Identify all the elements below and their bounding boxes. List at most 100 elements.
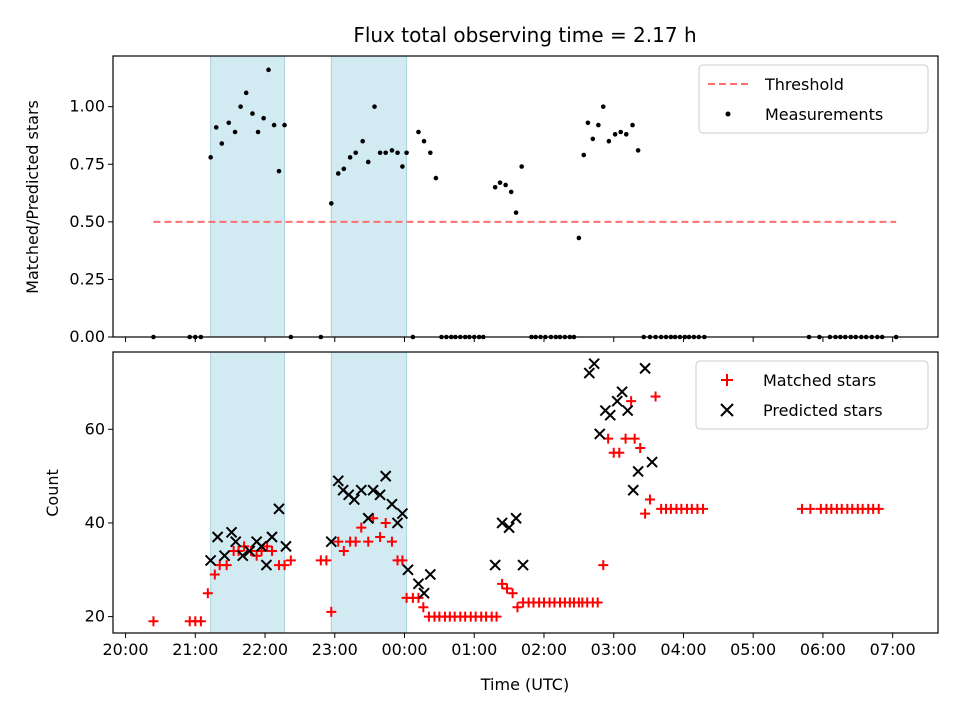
shaded-interval — [210, 55, 286, 338]
predicted-star-point — [604, 409, 616, 421]
bottom-points-layer — [148, 359, 884, 627]
top-yticks-layer: 0.00 0.25 0.50 0.75 1.00 — [69, 97, 113, 346]
predicted-star-point — [583, 367, 596, 379]
matched-star-point — [368, 513, 379, 524]
matched-star-point — [321, 555, 332, 566]
measurement-point — [232, 129, 238, 135]
measurement-point — [492, 184, 498, 190]
measurement-point — [255, 129, 261, 135]
predicted-star-point — [594, 428, 606, 440]
predicted-star-point — [237, 550, 249, 562]
matched-star-point — [497, 578, 508, 589]
y-tick-label: 1.00 — [69, 97, 105, 116]
bottom-legend-box — [695, 360, 929, 430]
x-tick-label: 20:00 — [102, 640, 148, 659]
measurement-point — [421, 138, 427, 144]
measurement-point — [433, 175, 439, 181]
predicted-star-point — [332, 475, 344, 487]
x-tick-label: 21:00 — [172, 640, 218, 659]
x-tick-label: 01:00 — [451, 640, 497, 659]
bottom-axes-frame — [112, 351, 939, 634]
measurement-point — [261, 115, 266, 121]
measurement-point — [353, 150, 358, 156]
predicted-star-point — [367, 484, 379, 496]
predicted-star-point — [211, 531, 224, 543]
matched-star-point — [697, 503, 708, 514]
matched-star-point — [614, 447, 625, 458]
predicted-star-point — [632, 465, 644, 478]
matched-star-point — [375, 531, 386, 542]
matched-star-point — [333, 536, 344, 547]
matched-star-point — [626, 396, 637, 407]
matched-star-point — [873, 503, 884, 514]
bottom-legend: Matched stars Predicted stars — [695, 360, 929, 430]
measurement-point — [219, 141, 225, 146]
measurement-point — [508, 189, 514, 195]
measurement-point — [400, 164, 405, 169]
matched-star-point — [650, 391, 661, 402]
predicted-star-point — [266, 531, 278, 543]
predicted-star-point — [510, 512, 522, 524]
matched-star-point — [397, 555, 408, 566]
x-tick-label: 06:00 — [800, 640, 846, 659]
top-axes-frame — [112, 55, 939, 338]
measurement-point — [360, 138, 365, 144]
x-tick-label: 04:00 — [660, 640, 706, 659]
bottom-xticks-layer: 20:00 21:00 22:00 23:00 00:00 01:00 02:00 03:00… — [102, 633, 916, 659]
y-tick-label: 0.25 — [69, 269, 105, 288]
measurement-point — [238, 104, 243, 109]
predicted-star-point — [280, 540, 292, 553]
measurement-point — [596, 122, 601, 128]
shaded-interval — [210, 351, 286, 634]
predicted-star-point — [391, 517, 404, 529]
matched-star-point — [350, 536, 361, 547]
measurement-point — [404, 150, 409, 156]
measurement-point — [590, 136, 596, 142]
predicted-star-point — [412, 578, 425, 590]
measurement-point — [416, 129, 421, 135]
shaded-interval — [330, 55, 408, 338]
measurement-point — [612, 132, 618, 137]
matched-star-point — [386, 536, 397, 547]
bottom-y-axis-label: Count — [43, 469, 62, 517]
measurement-point — [266, 67, 271, 73]
top-panel: 0.00 0.25 0.50 0.75 1.00 Matched/Predicted s… — [23, 55, 939, 346]
matched-star-point — [592, 597, 603, 608]
matched-star-point — [209, 569, 220, 580]
matched-star-point — [797, 503, 808, 514]
measurement-point — [347, 155, 353, 160]
x-tick-label: 22:00 — [242, 640, 288, 659]
y-tick-label: 0.00 — [69, 327, 105, 346]
measurement-point — [276, 168, 282, 174]
matched-star-point — [195, 616, 206, 627]
legend-measurements-swatch — [725, 111, 731, 117]
legend-matched-label: Matched stars — [763, 371, 876, 390]
predicted-star-point — [362, 512, 374, 524]
y-tick-label: 0.50 — [69, 212, 105, 231]
matched-star-point — [148, 616, 159, 627]
predicted-star-point — [418, 587, 430, 599]
measurement-point — [581, 152, 587, 158]
matched-star-point — [644, 494, 655, 505]
measurement-point — [365, 159, 371, 165]
measurement-point — [328, 201, 334, 206]
measurement-point — [372, 104, 377, 109]
y-tick-label: 60 — [85, 419, 105, 438]
measurement-point — [585, 120, 591, 126]
measurement-point — [497, 180, 503, 185]
matched-star-point — [202, 588, 213, 599]
predicted-star-point — [374, 489, 386, 501]
matched-star-point — [635, 443, 646, 454]
matched-star-point — [512, 602, 523, 613]
x-axis-label: Time (UTC) — [480, 675, 569, 694]
matched-star-point — [491, 611, 502, 622]
measurement-point — [395, 150, 400, 156]
y-tick-label: 20 — [85, 607, 105, 626]
predicted-star-point — [230, 535, 242, 548]
measurement-point — [377, 150, 383, 156]
matched-star-point — [380, 517, 391, 528]
top-legend: Threshold Measurements — [698, 64, 929, 134]
predicted-star-point — [621, 404, 634, 417]
x-tick-label: 02:00 — [521, 640, 567, 659]
matched-star-point — [338, 546, 349, 557]
